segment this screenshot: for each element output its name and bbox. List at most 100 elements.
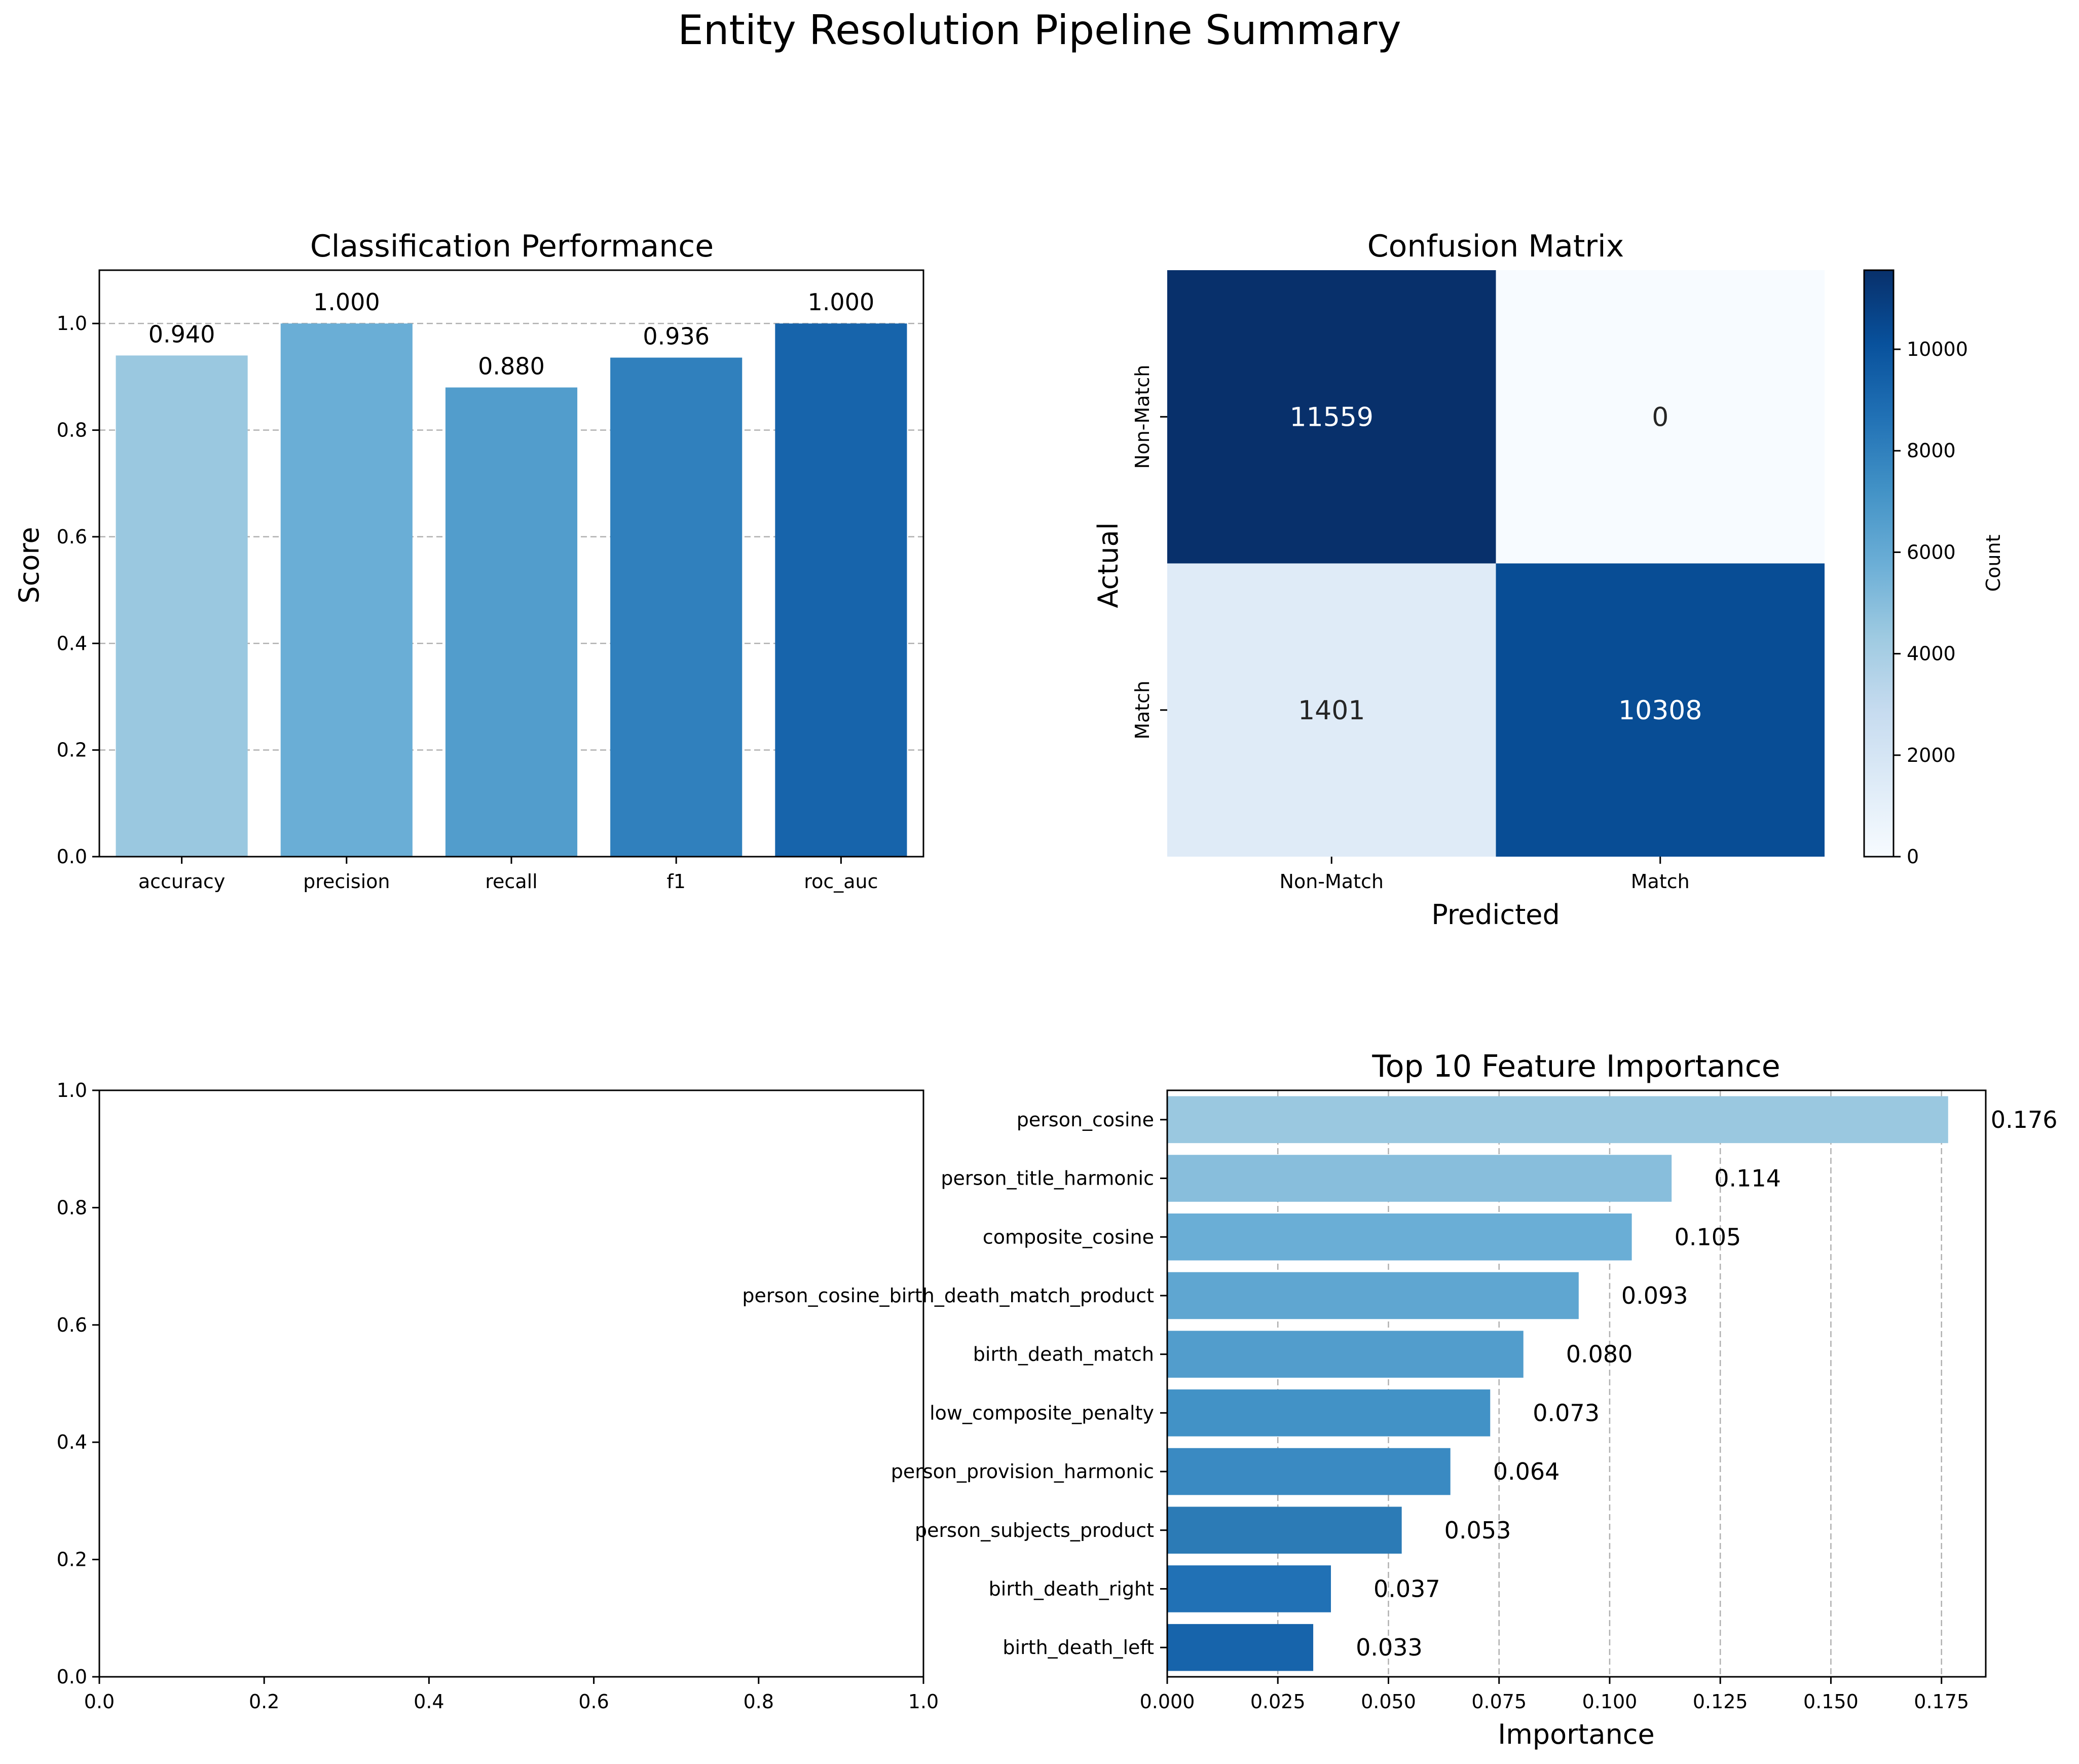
p2-cell-label: 1401 xyxy=(1298,695,1365,726)
p4-bar-person_subjects_product xyxy=(1167,1506,1402,1554)
p4-bar-person_cosine_birth_death_match_product xyxy=(1167,1272,1579,1319)
p2-axes: Non-Match Match Non-Match Match xyxy=(1131,365,1690,893)
colorbar xyxy=(1864,270,1894,857)
p3-xtick-label: 0.6 xyxy=(578,1690,609,1713)
p1-ytick-label: 0.4 xyxy=(57,632,87,654)
p2-cell xyxy=(1167,563,1496,857)
colorbar-tick-label: 6000 xyxy=(1907,541,1956,563)
p3-ytick-label: 1.0 xyxy=(57,1079,87,1101)
p1-bar-recall xyxy=(445,387,578,857)
p4-bar-low_composite_penalty xyxy=(1167,1389,1491,1437)
empty-axes-chart: 0.0 0.2 0.4 0.6 0.8 1.0 0.0 0.2 0.4 0.6 0.8 1.0 xyxy=(57,1079,939,1713)
p4-value-label: 0.053 xyxy=(1444,1517,1511,1544)
p3-ytick-label: 0.0 xyxy=(57,1666,87,1688)
p3-xtick-label: 0.2 xyxy=(249,1690,279,1713)
p4-ytick-label: person_title_harmonic xyxy=(941,1167,1154,1190)
p4-ytick-label: composite_cosine xyxy=(983,1226,1154,1248)
p4-frame xyxy=(1166,1089,1987,1678)
p1-ytick-label: 0.8 xyxy=(57,419,87,442)
p2-cell xyxy=(1167,270,1496,564)
p3-axes: 0.0 0.2 0.4 0.6 0.8 1.0 0.0 0.2 0.4 0.6 0.8 1.0 xyxy=(57,1079,939,1713)
classification-performance-chart: Classification Performance Score 0.940 1.… xyxy=(13,229,924,893)
p3-xtick-label: 1.0 xyxy=(908,1690,939,1713)
p4-value-label: 0.080 xyxy=(1566,1341,1633,1368)
p2-cells: 11559 0 1401 10308 xyxy=(1167,270,1825,857)
p3-ytick-label: 0.8 xyxy=(57,1196,87,1219)
p4-value-label: 0.105 xyxy=(1675,1223,1741,1251)
colorbar-tick-label: 2000 xyxy=(1907,744,1956,766)
p2-colorbar-axis: 0 2000 4000 6000 8000 10000 xyxy=(1863,269,1968,868)
p4-bar-person_provision_harmonic xyxy=(1167,1448,1451,1495)
p4-bar-birth_death_match xyxy=(1167,1331,1524,1378)
p4-title: Top 10 Feature Importance xyxy=(1371,1049,1780,1084)
p1-axes: 0.0 0.2 0.4 0.6 0.8 1.0 accuracy precision recal… xyxy=(57,269,924,893)
p4-value-label: 0.176 xyxy=(1991,1106,2058,1133)
p1-bars: 0.940 1.000 0.880 0.936 1.000 xyxy=(116,288,907,857)
p4-bar-person_cosine xyxy=(1167,1096,1948,1144)
colorbar-frame xyxy=(1863,269,1895,858)
p2-cell xyxy=(1496,563,1825,857)
p1-ytick-label: 0.6 xyxy=(57,526,87,548)
p2-cell-label: 11559 xyxy=(1290,402,1373,432)
p4-ytick-label: birth_death_right xyxy=(989,1577,1154,1600)
p4-xtick-label: 0.025 xyxy=(1250,1690,1306,1713)
confusion-matrix-chart: Confusion Matrix Predicted Actual 11559 0… xyxy=(1092,229,2004,931)
colorbar-tick-label: 10000 xyxy=(1907,338,1968,360)
p4-xtick-label: 0.000 xyxy=(1140,1690,1195,1713)
p1-xtick-label: recall xyxy=(485,870,537,893)
colorbar-tick-label: 4000 xyxy=(1907,643,1956,665)
p1-frame xyxy=(98,269,924,858)
p2-xlabel: Predicted xyxy=(1431,899,1560,931)
p4-ytick-label: birth_death_match xyxy=(973,1343,1154,1366)
p3-xtick-label: 0.4 xyxy=(414,1690,444,1713)
p1-value-label: 0.940 xyxy=(148,320,215,348)
p4-value-label: 0.073 xyxy=(1533,1399,1600,1426)
p3-xtick-label: 0.0 xyxy=(84,1690,115,1713)
p3-frame xyxy=(98,1089,924,1678)
p4-bar-person_title_harmonic xyxy=(1167,1155,1672,1202)
p3-xtick-label: 0.8 xyxy=(744,1690,774,1713)
p2-cell-label: 0 xyxy=(1652,402,1668,432)
p1-value-label: 1.000 xyxy=(808,288,875,316)
p4-ytick-label: person_provision_harmonic xyxy=(891,1460,1154,1483)
p1-value-label: 0.880 xyxy=(478,352,545,380)
p4-value-label: 0.064 xyxy=(1493,1458,1560,1485)
p1-xtick-label: f1 xyxy=(666,870,686,893)
p2-ytick-label: Non-Match xyxy=(1131,365,1154,469)
p1-ytick-label: 1.0 xyxy=(57,312,87,335)
p2-cell xyxy=(1496,270,1825,564)
p1-xtick-label: roc_auc xyxy=(804,870,878,893)
p4-bar-birth_death_left xyxy=(1167,1624,1314,1671)
p1-title: Classification Performance xyxy=(310,229,714,264)
p4-bar-birth_death_right xyxy=(1167,1565,1331,1612)
p4-value-label: 0.093 xyxy=(1621,1282,1688,1309)
p3-ytick-label: 0.4 xyxy=(57,1431,87,1453)
p4-xtick-label: 0.150 xyxy=(1803,1690,1859,1713)
p1-bar-f1 xyxy=(610,357,742,857)
p4-xlabel: Importance xyxy=(1498,1718,1654,1750)
p4-ytick-label: person_cosine xyxy=(1017,1109,1154,1131)
colorbar-tick-label: 0 xyxy=(1907,846,1919,868)
p2-xtick-label: Non-Match xyxy=(1280,870,1384,893)
p4-ytick-label: low_composite_penalty xyxy=(930,1402,1154,1424)
p1-ytick-label: 0.2 xyxy=(57,739,87,761)
p3-ytick-label: 0.2 xyxy=(57,1549,87,1571)
p1-value-label: 0.936 xyxy=(643,322,710,350)
p4-ytick-label: person_cosine_birth_death_match_product xyxy=(742,1284,1154,1307)
figure-title: Entity Resolution Pipeline Summary xyxy=(678,7,1401,54)
p1-ytick-label: 0.0 xyxy=(57,846,87,868)
p4-value-label: 0.037 xyxy=(1373,1575,1440,1602)
p1-bar-precision xyxy=(280,323,413,857)
p4-xtick-label: 0.075 xyxy=(1471,1690,1527,1713)
p1-value-label: 1.000 xyxy=(313,288,380,316)
p2-xtick-label: Match xyxy=(1631,870,1690,893)
p4-value-label: 0.114 xyxy=(1714,1165,1781,1192)
p4-xtick-label: 0.100 xyxy=(1582,1690,1638,1713)
p1-xtick-label: accuracy xyxy=(138,870,225,893)
p4-ytick-label: person_subjects_product xyxy=(915,1519,1154,1541)
p4-xtick-label: 0.175 xyxy=(1914,1690,1969,1713)
p1-xtick-label: precision xyxy=(303,870,390,893)
p2-cell-label: 10308 xyxy=(1618,695,1702,726)
p4-bar-composite_cosine xyxy=(1167,1213,1632,1261)
